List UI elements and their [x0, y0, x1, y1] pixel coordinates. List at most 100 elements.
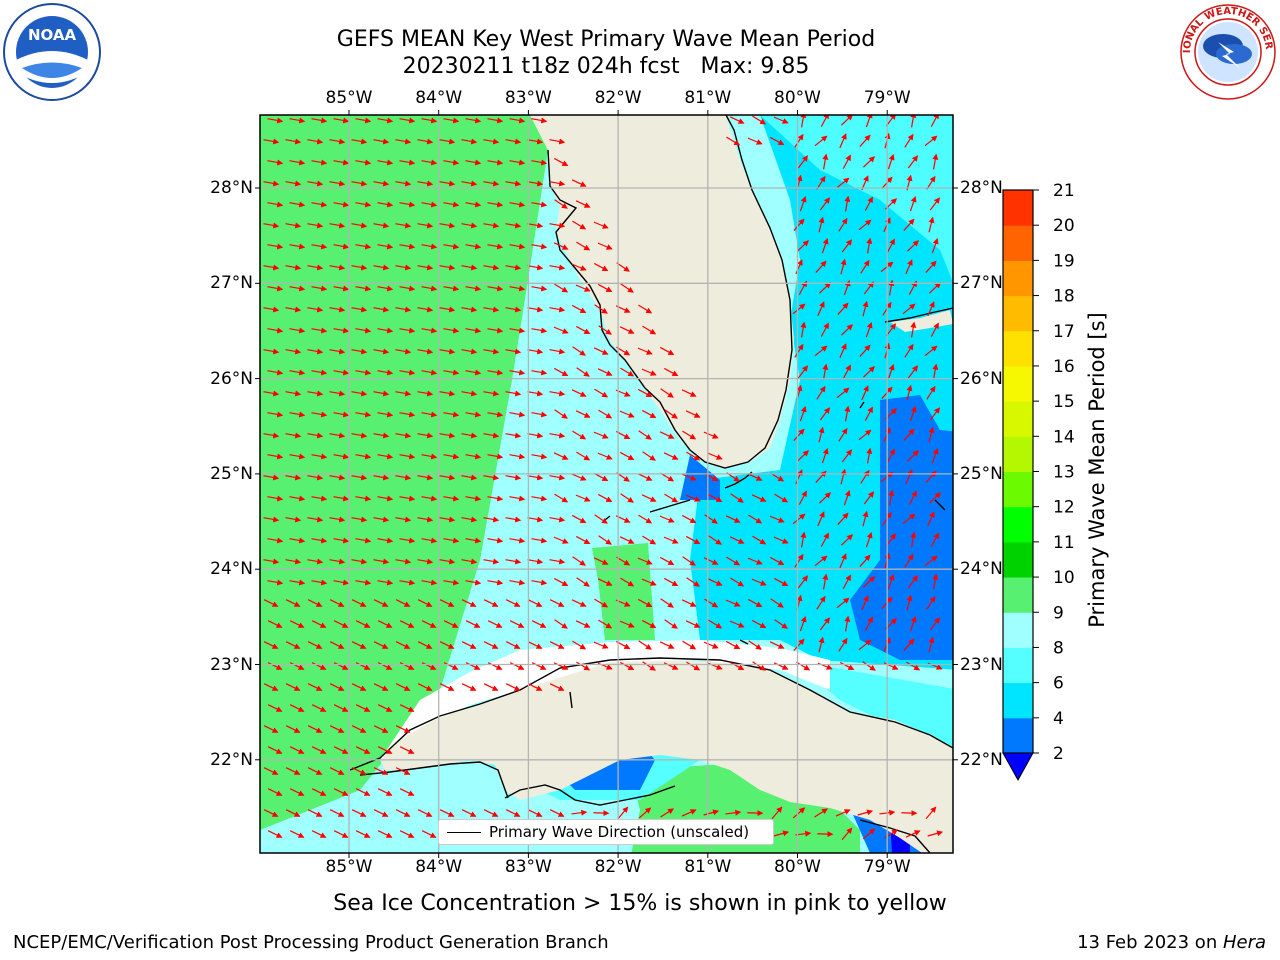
wave-arrow: [553, 367, 569, 377]
wave-arrow: [660, 808, 675, 818]
wave-arrow: [593, 557, 609, 565]
wave-arrow: [527, 558, 544, 565]
wave-arrow: [554, 493, 569, 503]
wave-arrow: [461, 516, 478, 523]
lat-tick-label-right: 25°N: [960, 463, 1003, 484]
wave-arrow: [289, 579, 306, 586]
wave-arrow: [421, 495, 438, 502]
wave-arrow: [377, 704, 393, 712]
wave-arrow: [527, 306, 544, 313]
wave-arrow: [355, 495, 372, 502]
wave-arrow: [399, 411, 416, 418]
wave-arrow: [819, 282, 832, 294]
wave-arrow: [928, 216, 935, 233]
wave-arrow: [859, 554, 871, 567]
wave-arrow: [351, 138, 368, 145]
wave-arrow: [421, 662, 437, 670]
wave-arrow: [819, 197, 831, 211]
wave-arrow: [926, 595, 936, 610]
wave-arrow: [399, 620, 415, 628]
wave-arrow: [747, 598, 763, 608]
wave-arrow: [355, 243, 372, 250]
wave-arrow: [840, 258, 847, 275]
wave-arrow: [531, 495, 548, 502]
wave-arrow: [598, 535, 612, 545]
wave-arrow: [597, 493, 613, 503]
map-title: GEFS MEAN Key West Primary Wave Mean Per…: [336, 27, 876, 52]
wave-arrow: [930, 532, 939, 547]
wave-arrow: [399, 830, 415, 838]
wave-arrow: [792, 513, 806, 525]
wave-arrow: [637, 598, 653, 608]
wave-arrow: [505, 641, 521, 649]
wave-arrow: [417, 306, 434, 313]
wave-arrow: [487, 620, 503, 628]
wave-arrow: [747, 137, 763, 145]
wave-arrow: [926, 385, 936, 400]
wave-arrow: [924, 135, 938, 147]
wave-arrow: [908, 490, 917, 505]
colorbar-tick-label: 11: [1053, 533, 1075, 553]
wave-arrow: [663, 577, 679, 587]
wave-arrow: [333, 327, 350, 334]
wave-arrow: [487, 453, 504, 460]
wave-arrow: [927, 511, 935, 527]
wave-arrow: [932, 363, 939, 380]
wave-arrow: [263, 474, 280, 481]
wave-arrow: [726, 136, 741, 146]
wave-arrow: [417, 432, 434, 439]
wave-arrow: [571, 473, 587, 481]
colorbar-segment: [1003, 647, 1033, 684]
wave-arrow: [817, 301, 825, 317]
wave-arrow: [531, 201, 548, 208]
lat-tick-label-right: 27°N: [960, 273, 1003, 294]
wave-arrow: [575, 620, 591, 628]
wave-arrow: [862, 510, 869, 527]
footer-date: 13 Feb 2023 on Hera: [1077, 932, 1266, 953]
wave-arrow: [443, 369, 460, 376]
wave-arrow: [576, 367, 590, 377]
wave-arrow: [904, 133, 914, 148]
wave-arrow: [549, 516, 566, 523]
wave-arrow: [707, 493, 723, 503]
wave-arrow: [351, 180, 368, 187]
wave-arrow: [509, 453, 526, 460]
wave-arrow: [571, 263, 587, 271]
wave-arrow: [461, 306, 478, 313]
wave-arrow: [307, 390, 324, 397]
wave-arrow: [572, 346, 586, 356]
wave-arrow: [682, 556, 696, 566]
colorbar-segment: [1003, 506, 1033, 543]
wave-arrow: [641, 409, 657, 419]
wave-arrow: [289, 537, 306, 544]
wave-arrow: [505, 180, 522, 187]
wave-arrow: [575, 410, 591, 418]
wave-arrow: [487, 285, 504, 292]
wave-arrow: [638, 807, 652, 819]
colorbar-tick-label: 8: [1053, 638, 1064, 658]
wave-arrow: [527, 432, 544, 439]
wave-arrow: [527, 516, 544, 523]
wave-arrow: [509, 243, 526, 250]
wave-arrow: [861, 595, 869, 611]
lon-tick-label-top: 81°W: [684, 88, 732, 108]
wave-arrow: [527, 180, 544, 187]
wave-arrow: [377, 537, 394, 544]
wave-arrow: [505, 222, 522, 229]
wave-arrow: [289, 117, 306, 124]
wave-arrow: [329, 264, 346, 271]
wave-arrow: [439, 348, 456, 355]
wave-arrow: [329, 474, 346, 481]
wave-arrow: [263, 306, 280, 313]
wave-arrow: [841, 115, 854, 126]
wave-arrow: [642, 535, 657, 545]
wave-arrow: [377, 243, 394, 250]
wave-arrow: [798, 490, 807, 505]
wave-arrow: [660, 598, 674, 608]
wave-arrow: [487, 537, 504, 544]
wave-arrow: [377, 579, 394, 586]
wave-arrow: [905, 469, 913, 485]
wave-arrow: [793, 218, 805, 231]
wave-arrow: [553, 326, 569, 334]
wave-arrow: [685, 494, 701, 502]
